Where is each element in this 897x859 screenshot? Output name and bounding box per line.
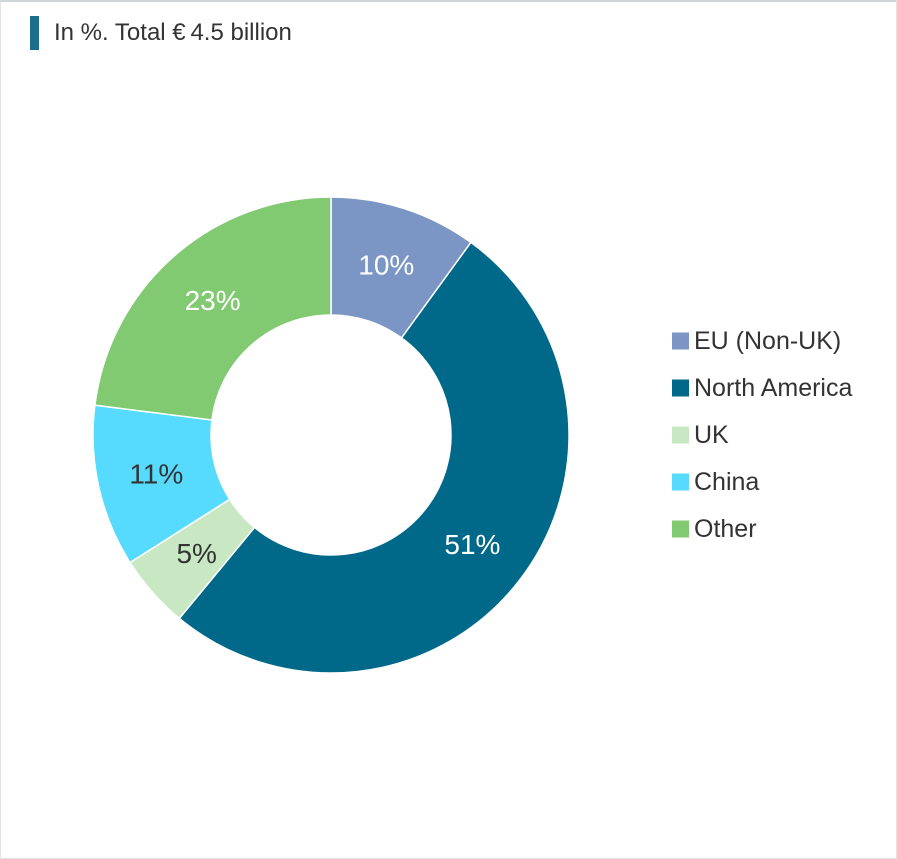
chart-subtitle: In %. Total € 4.5 billion	[54, 19, 292, 46]
title-accent-bar	[30, 16, 39, 50]
legend-label-other: Other	[694, 515, 757, 543]
legend-label-uk: UK	[694, 421, 729, 449]
donut-slice-other	[94, 196, 332, 421]
legend-label-eu-non-uk: EU (Non-UK)	[694, 327, 841, 355]
slice-label-other: 23%	[185, 285, 241, 316]
slice-label-china: 11%	[129, 459, 183, 490]
legend-swatch-china	[672, 473, 689, 491]
chart-legend: EU (Non-UK) North America UK China Other	[672, 327, 852, 543]
donut-slice-north-america	[178, 241, 570, 674]
legend-swatch-north-america	[672, 379, 689, 397]
legend-label-china: China	[694, 468, 759, 496]
legend-swatch-uk	[672, 426, 689, 444]
donut-slices	[92, 196, 570, 674]
slice-label-north-america: 51%	[444, 529, 500, 560]
slice-label-eu-non-uk: 10%	[358, 249, 414, 280]
legend-label-north-america: North America	[694, 374, 852, 402]
donut-slice-labels: 10% 51% 5% 11% 23%	[129, 249, 500, 569]
slice-label-uk: 5%	[176, 538, 216, 569]
legend-swatch-eu-non-uk	[672, 332, 689, 350]
legend-swatch-other	[672, 520, 689, 538]
